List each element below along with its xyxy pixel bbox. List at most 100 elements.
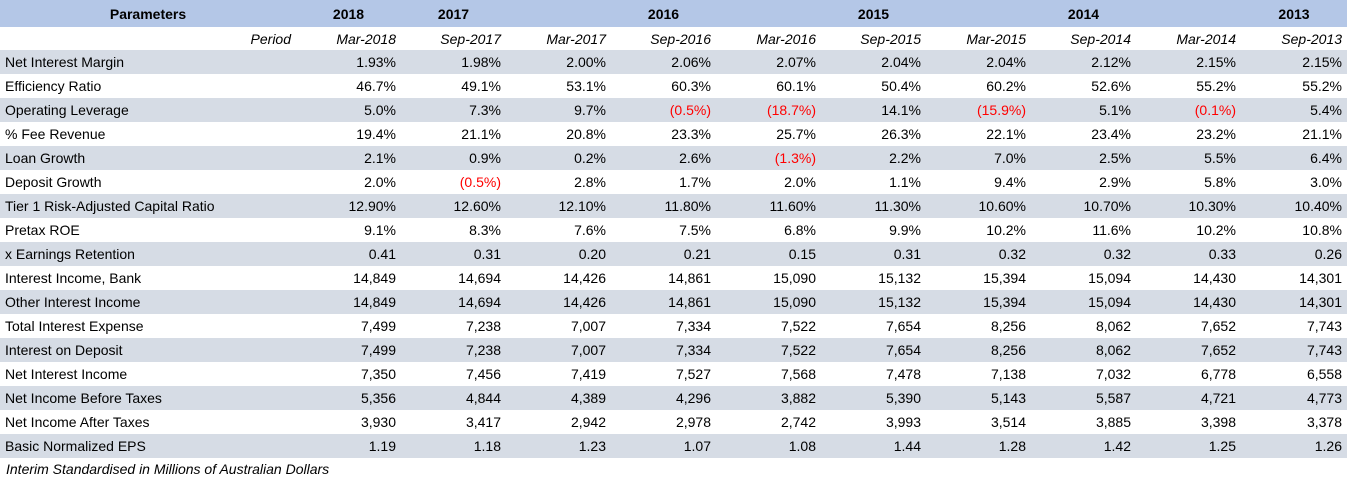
period-cell: Mar-2018 bbox=[336, 30, 396, 47]
value-cell: 10.2% bbox=[1196, 222, 1236, 238]
value-cell: 0.31 bbox=[821, 242, 926, 266]
value-cell: 1.93% bbox=[296, 50, 401, 74]
parameter-name: Other Interest Income bbox=[0, 290, 296, 314]
value-cell: 7,007 bbox=[506, 338, 611, 362]
value-cell: 14,426 bbox=[563, 270, 606, 286]
value-cell: 2,742 bbox=[780, 414, 816, 430]
value-cell: 7,499 bbox=[296, 338, 401, 362]
value-cell: 12.90% bbox=[296, 194, 401, 218]
value-cell: 9.1% bbox=[364, 222, 396, 238]
value-cell: 7,238 bbox=[465, 318, 501, 334]
value-cell: 7,654 bbox=[821, 338, 926, 362]
value-cell: 7,522 bbox=[716, 338, 821, 362]
value-cell: 1.25 bbox=[1136, 434, 1241, 458]
value-cell: 3,882 bbox=[716, 386, 821, 410]
parameter-name: Total Interest Expense bbox=[5, 318, 144, 334]
value-cell: 14,430 bbox=[1193, 270, 1236, 286]
period-cell: Sep-2014 bbox=[1070, 30, 1131, 47]
value-cell: 1.26 bbox=[1241, 434, 1347, 458]
year-header-2017: 2017 bbox=[401, 0, 506, 27]
value-cell: 8,062 bbox=[1095, 318, 1131, 334]
value-cell: (15.9%) bbox=[926, 98, 1031, 122]
value-cell: 2.04% bbox=[926, 50, 1031, 74]
period-cell: Mar-2017 bbox=[546, 30, 606, 47]
value-cell: 0.32 bbox=[926, 242, 1031, 266]
value-cell: 2.04% bbox=[821, 50, 926, 74]
value-cell: 6.8% bbox=[784, 222, 816, 238]
value-cell: 10.2% bbox=[986, 222, 1026, 238]
value-cell: 11.80% bbox=[611, 194, 716, 218]
value-cell: 11.60% bbox=[716, 194, 821, 218]
value-cell: 5.0% bbox=[296, 98, 401, 122]
period-header-row: Period Mar-2018 Sep-2017 Mar-2017 Sep-20… bbox=[0, 27, 1347, 50]
value-cell: 7,238 bbox=[401, 338, 506, 362]
value-cell: 7,032 bbox=[1095, 366, 1131, 382]
value-cell: 2.0% bbox=[784, 174, 816, 190]
value-cell: 4,721 bbox=[1136, 386, 1241, 410]
parameter-name: Tier 1 Risk-Adjusted Capital Ratio bbox=[0, 194, 296, 218]
value-cell: 14,849 bbox=[353, 270, 396, 286]
year-header-blank bbox=[716, 0, 821, 27]
footnote: Interim Standardised in Millions of Aust… bbox=[6, 461, 330, 477]
value-cell: 15,132 bbox=[878, 270, 921, 286]
parameter-name: Interest Income, Bank bbox=[5, 270, 142, 286]
value-cell: 53.1% bbox=[566, 78, 606, 94]
value-cell: 14,694 bbox=[458, 270, 501, 286]
value-cell: 26.3% bbox=[881, 126, 921, 142]
value-cell: 9.7% bbox=[506, 98, 611, 122]
value-cell: 10.8% bbox=[1302, 222, 1342, 238]
value-cell: 7,350 bbox=[360, 366, 396, 382]
value-cell: 21.1% bbox=[461, 126, 501, 142]
period-cell: Sep-2017 bbox=[440, 30, 501, 47]
value-cell: 10.60% bbox=[926, 194, 1031, 218]
value-cell: (18.7%) bbox=[716, 98, 821, 122]
value-cell: 1.7% bbox=[679, 174, 711, 190]
value-cell: 14,301 bbox=[1299, 270, 1342, 286]
value-cell: 60.3% bbox=[671, 78, 711, 94]
value-cell: 2.5% bbox=[1031, 146, 1136, 170]
value-cell: 2.15% bbox=[1136, 50, 1241, 74]
period-cell: Sep-2016 bbox=[650, 30, 711, 47]
table-row: Net Interest Income 7,350 7,456 7,419 7,527 7… bbox=[0, 362, 1347, 386]
value-cell: (0.5%) bbox=[459, 174, 501, 190]
value-cell: 10.30% bbox=[1136, 194, 1241, 218]
value-cell: 7,334 bbox=[611, 338, 716, 362]
value-cell: 7,568 bbox=[780, 366, 816, 382]
value-cell: 0.32 bbox=[1031, 242, 1136, 266]
value-cell: 23.4% bbox=[1091, 126, 1131, 142]
value-cell: 7,652 bbox=[1200, 318, 1236, 334]
value-cell: 5.5% bbox=[1136, 146, 1241, 170]
financial-parameters-table: Parameters 2018 2017 2016 2015 2014 2013… bbox=[0, 0, 1347, 458]
value-cell: 19.4% bbox=[356, 126, 396, 142]
table-row: Basic Normalized EPS 1.19 1.18 1.23 1.07 1.08… bbox=[0, 434, 1347, 458]
value-cell: 3,417 bbox=[465, 414, 501, 430]
value-cell: 1.23 bbox=[506, 434, 611, 458]
value-cell: 8,256 bbox=[990, 318, 1026, 334]
value-cell: 52.6% bbox=[1091, 78, 1131, 94]
table-row: Efficiency Ratio 46.7% 49.1% 53.1% 60.3% 60.1… bbox=[0, 74, 1347, 98]
value-cell: 1.1% bbox=[889, 174, 921, 190]
value-cell: 2.15% bbox=[1241, 50, 1347, 74]
value-cell: 15,090 bbox=[716, 290, 821, 314]
table-row: Other Interest Income 14,849 14,694 14,426 1… bbox=[0, 290, 1347, 314]
value-cell: 7,499 bbox=[360, 318, 396, 334]
value-cell: 3,885 bbox=[1095, 414, 1131, 430]
value-cell: 55.2% bbox=[1302, 78, 1342, 94]
value-cell: 25.7% bbox=[776, 126, 816, 142]
value-cell: 1.18 bbox=[401, 434, 506, 458]
table-row: Tier 1 Risk-Adjusted Capital Ratio 12.90%… bbox=[0, 194, 1347, 218]
value-cell: 4,844 bbox=[401, 386, 506, 410]
value-cell: 0.2% bbox=[506, 146, 611, 170]
parameter-name: x Earnings Retention bbox=[0, 242, 296, 266]
value-cell: 3,514 bbox=[990, 414, 1026, 430]
value-cell: 1.44 bbox=[821, 434, 926, 458]
table-row: x Earnings Retention 0.41 0.31 0.20 0.21 0.15… bbox=[0, 242, 1347, 266]
value-cell: 7.0% bbox=[926, 146, 1031, 170]
parameters-header: Parameters bbox=[0, 0, 296, 27]
value-cell: 7,527 bbox=[675, 366, 711, 382]
parameter-name: Net Income Before Taxes bbox=[0, 386, 296, 410]
value-cell: 60.2% bbox=[986, 78, 1026, 94]
table-row: Deposit Growth 2.0% (0.5%) 2.8% 1.7% 2.0% 1.1%… bbox=[0, 170, 1347, 194]
value-cell: 2.2% bbox=[821, 146, 926, 170]
value-cell: 11.30% bbox=[821, 194, 926, 218]
